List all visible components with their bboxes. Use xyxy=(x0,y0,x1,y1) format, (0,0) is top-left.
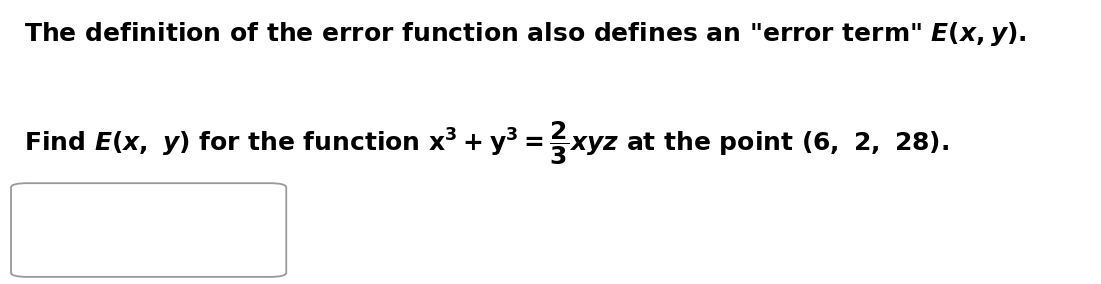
FancyBboxPatch shape xyxy=(11,183,286,277)
Text: The definition of the error function also defines an "error term" $\boldsymbol{E: The definition of the error function als… xyxy=(24,20,1027,48)
Text: Find $\boldsymbol{E}(\boldsymbol{x},\ \boldsymbol{y})$ for the function $\boldsy: Find $\boldsymbol{E}(\boldsymbol{x},\ \b… xyxy=(24,119,949,167)
